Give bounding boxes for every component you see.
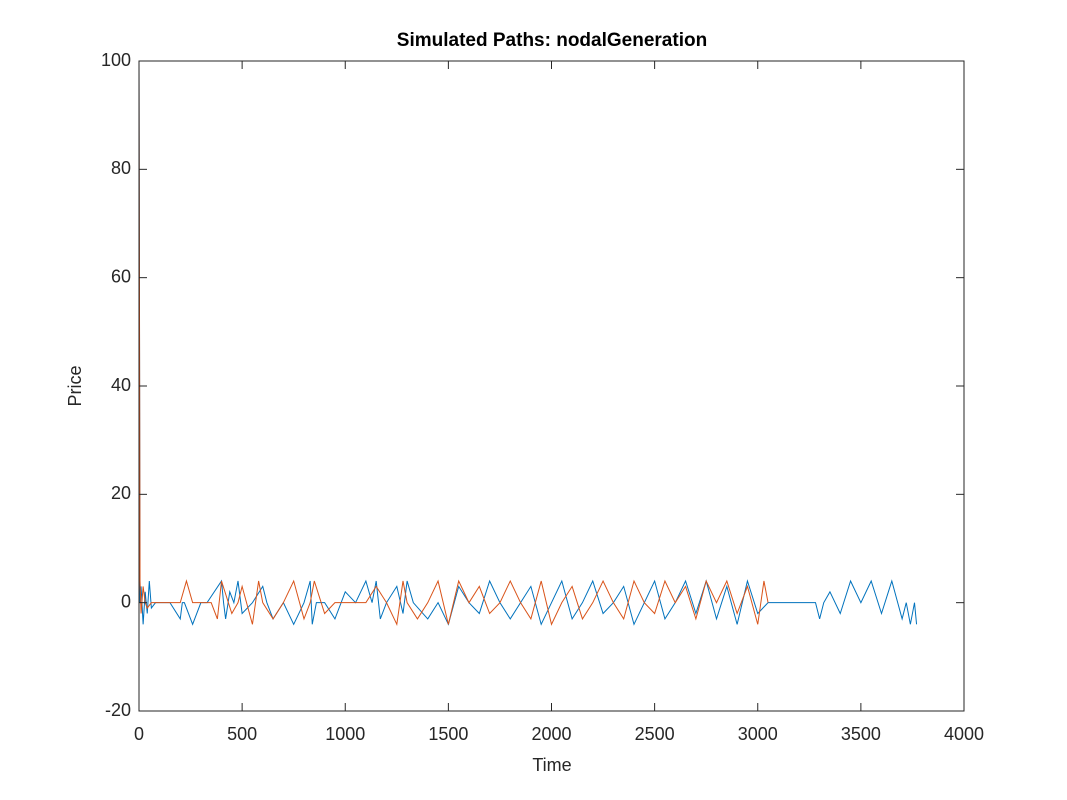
- x-tick-label: 1500: [428, 724, 468, 744]
- plot-area: [138, 60, 918, 627]
- x-axis-label: Time: [532, 755, 571, 775]
- series-line: [138, 60, 918, 626]
- y-tick-label: 40: [111, 375, 131, 395]
- y-tick-label: 80: [111, 158, 131, 178]
- y-axis-label: Price: [65, 365, 85, 406]
- x-tick-label: 3500: [841, 724, 881, 744]
- y-tick-label: 0: [121, 591, 131, 611]
- x-tick-label: 3000: [738, 724, 778, 744]
- chart-title: Simulated Paths: nodalGeneration: [397, 30, 707, 51]
- y-tick-label: 100: [101, 50, 131, 70]
- x-tick-label: 0: [134, 724, 144, 744]
- x-tick-label: 500: [227, 724, 257, 744]
- x-tick-label: 1000: [325, 724, 365, 744]
- y-tick-label: 60: [111, 266, 131, 286]
- y-tick-label: 20: [111, 483, 131, 503]
- series-line: [138, 60, 769, 627]
- x-tick-label: 4000: [944, 724, 984, 744]
- x-tick-label: 2500: [635, 724, 675, 744]
- y-tick-label: -20: [105, 700, 131, 720]
- x-tick-label: 2000: [531, 724, 571, 744]
